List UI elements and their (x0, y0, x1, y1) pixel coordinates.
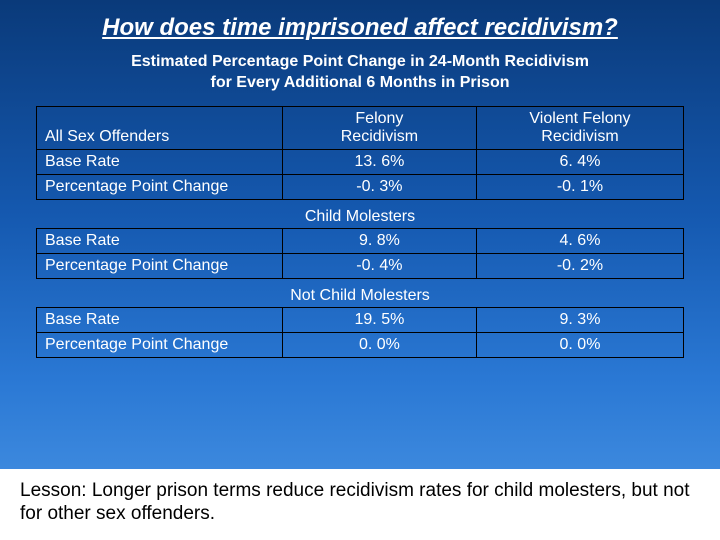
col-header-violent-l2: Recidivism (541, 128, 618, 145)
col-header-felony-l2: Recidivism (341, 128, 418, 145)
col-header-violent-l1: Violent Felony (529, 110, 630, 127)
row-value: 19. 5% (282, 307, 476, 332)
table-row: Base Rate 13. 6% 6. 4% (37, 149, 684, 174)
row-label: Base Rate (37, 149, 283, 174)
row-value: 6. 4% (476, 149, 683, 174)
col-header-label: All Sex Offenders (37, 106, 283, 149)
data-table-child: Base Rate 9. 8% 4. 6% Percentage Point C… (36, 228, 684, 279)
section-header-child: Child Molesters (36, 200, 684, 228)
subtitle-line-1: Estimated Percentage Point Change in 24-… (131, 53, 589, 70)
data-table-notchild: Base Rate 19. 5% 9. 3% Percentage Point … (36, 307, 684, 358)
tables-container: All Sex Offenders Felony Recidivism Viol… (0, 106, 720, 358)
row-value: -0. 3% (282, 174, 476, 199)
table-row: Base Rate 9. 8% 4. 6% (37, 228, 684, 253)
row-label: Percentage Point Change (37, 174, 283, 199)
slide-title: How does time imprisoned affect recidivi… (0, 0, 720, 52)
col-header-felony-l1: Felony (355, 110, 403, 127)
row-value: 9. 8% (282, 228, 476, 253)
row-label: Base Rate (37, 228, 283, 253)
row-value: 4. 6% (476, 228, 683, 253)
row-value: 0. 0% (282, 332, 476, 357)
row-value: -0. 4% (282, 253, 476, 278)
table-header-row: All Sex Offenders Felony Recidivism Viol… (37, 106, 684, 149)
lesson-text: Lesson: Longer prison terms reduce recid… (0, 469, 720, 540)
row-value: 0. 0% (476, 332, 683, 357)
row-value: 13. 6% (282, 149, 476, 174)
slide: How does time imprisoned affect recidivi… (0, 0, 720, 540)
table-row: Percentage Point Change -0. 4% -0. 2% (37, 253, 684, 278)
data-table-main: All Sex Offenders Felony Recidivism Viol… (36, 106, 684, 200)
row-value: -0. 2% (476, 253, 683, 278)
row-label: Percentage Point Change (37, 253, 283, 278)
section-header-notchild: Not Child Molesters (36, 279, 684, 307)
col-header-felony: Felony Recidivism (282, 106, 476, 149)
subtitle-line-2: for Every Additional 6 Months in Prison (211, 74, 510, 91)
row-value: 9. 3% (476, 307, 683, 332)
table-row: Percentage Point Change -0. 3% -0. 1% (37, 174, 684, 199)
col-header-violent: Violent Felony Recidivism (476, 106, 683, 149)
table-row: Percentage Point Change 0. 0% 0. 0% (37, 332, 684, 357)
row-label: Base Rate (37, 307, 283, 332)
row-label: Percentage Point Change (37, 332, 283, 357)
table-row: Base Rate 19. 5% 9. 3% (37, 307, 684, 332)
slide-subtitle: Estimated Percentage Point Change in 24-… (0, 52, 720, 106)
row-value: -0. 1% (476, 174, 683, 199)
